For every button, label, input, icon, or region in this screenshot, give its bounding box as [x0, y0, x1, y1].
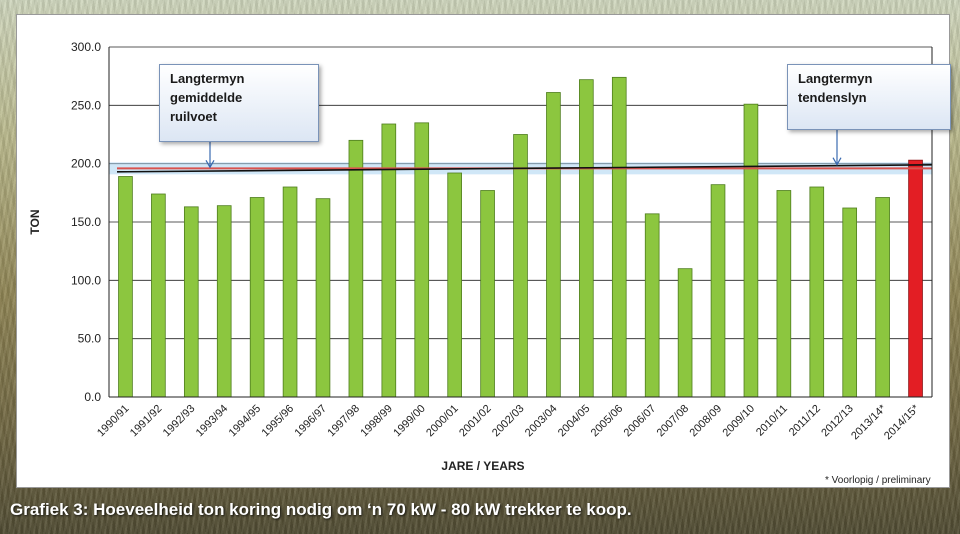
y-tick-label: 50.0 — [78, 332, 102, 346]
bar — [579, 79, 594, 398]
bar — [414, 122, 430, 398]
x-tick-label: 2007/08 — [655, 403, 692, 440]
x-tick-label: 1995/96 — [260, 403, 297, 440]
bar — [875, 197, 890, 398]
bar — [183, 206, 199, 398]
x-tick-label: 2002/03 — [490, 403, 527, 440]
bar — [743, 103, 759, 398]
bar — [513, 134, 528, 398]
bar — [282, 186, 298, 398]
x-tick-label: 1991/92 — [128, 403, 165, 440]
y-tick-label: 150.0 — [71, 215, 101, 229]
bar — [151, 193, 166, 398]
x-axis-title: JARE / YEARS — [441, 459, 525, 473]
callout-trend: Langtermyn tendenslyn — [787, 64, 951, 130]
y-axis-title: TON — [28, 209, 42, 234]
bar — [118, 176, 133, 398]
y-tick-label: 200.0 — [71, 157, 101, 171]
bar-chart: 0.050.0100.0150.0200.0250.0300.01990/911… — [28, 40, 933, 442]
x-tick-label: 1996/97 — [292, 403, 329, 440]
y-tick-label: 300.0 — [71, 40, 101, 54]
bar — [809, 186, 825, 398]
x-tick-label: 2008/09 — [688, 403, 725, 440]
footnote: * Voorlopig / preliminary — [825, 475, 931, 486]
y-tick-label: 100.0 — [71, 273, 101, 287]
bar — [842, 207, 858, 398]
bar — [315, 198, 331, 398]
bar — [644, 213, 660, 398]
x-tick-label: 2003/04 — [523, 403, 560, 440]
figure-caption: Grafiek 3: Hoeveelheid ton koring nodig … — [10, 500, 632, 519]
x-tick-label: 1998/99 — [358, 403, 395, 440]
x-tick-label: 2011/12 — [787, 403, 823, 439]
x-tick-label: 2005/06 — [589, 403, 626, 440]
trend-line — [116, 164, 933, 173]
x-tick-label: 1999/00 — [391, 403, 428, 440]
bar — [381, 123, 397, 398]
x-tick-label: 2000/01 — [424, 403, 461, 440]
callout-average: Langtermyn gemiddelde ruilvoet — [159, 64, 319, 142]
bar — [546, 92, 561, 398]
x-tick-label: 2009/10 — [720, 403, 757, 440]
bar — [776, 190, 792, 398]
y-tick-label: 0.0 — [84, 390, 101, 404]
bar — [249, 197, 265, 398]
x-tick-label: 1994/95 — [227, 403, 264, 440]
chart-panel: 0.0 50.0 100.0 150.0 200.0 250.0 300.0 1990/91 1… — [16, 14, 951, 488]
bar — [908, 159, 923, 398]
x-tick-label: 1997/98 — [325, 403, 362, 440]
bar — [216, 205, 232, 398]
x-tick-label: 1990/91 — [95, 403, 132, 440]
bar — [611, 76, 627, 398]
bar — [480, 190, 495, 398]
x-tick-label: 1992/93 — [161, 403, 198, 440]
bar — [710, 184, 726, 398]
bars-layer — [118, 76, 923, 398]
average-pointer-arrow — [205, 160, 215, 169]
x-tick-label: 2006/07 — [622, 403, 659, 440]
x-tick-label: 2010/11 — [754, 403, 790, 439]
bar — [447, 172, 462, 398]
x-tick-label: 2014/15* — [882, 402, 922, 442]
y-tick-label: 250.0 — [71, 98, 101, 112]
trend-pointer-arrow — [832, 157, 842, 166]
x-tick-label: 1993/94 — [194, 403, 231, 440]
x-tick-label: 2004/05 — [556, 403, 593, 440]
bar — [677, 268, 693, 398]
bar — [348, 139, 364, 398]
x-tick-label: 2001/02 — [457, 403, 494, 440]
